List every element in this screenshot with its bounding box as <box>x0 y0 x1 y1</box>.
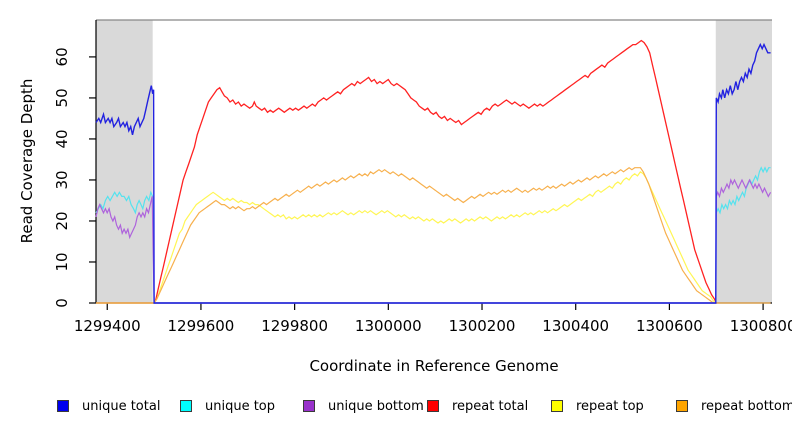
y-tick-label: 10 <box>53 252 71 271</box>
legend-item-repeat-bottom: repeat bottom <box>676 398 792 414</box>
legend-item-repeat-total: repeat total <box>427 398 528 414</box>
legend-label: unique bottom <box>328 398 424 414</box>
legend-swatch-icon <box>180 400 192 412</box>
x-tick-label: 1299400 <box>74 317 141 335</box>
legend-label: repeat total <box>452 398 529 414</box>
legend-swatch-icon <box>676 400 688 412</box>
series-line-repeat-total <box>96 39 717 304</box>
legend-label: unique top <box>205 398 276 414</box>
y-axis-title: Read Coverage Depth <box>18 78 36 244</box>
legend-label: unique total <box>82 398 161 414</box>
y-tick-label: 20 <box>53 211 71 230</box>
y-tick-label: 0 <box>53 298 71 308</box>
legend-swatch-icon <box>303 400 315 412</box>
y-tick-label: 60 <box>53 47 71 66</box>
legend-item-unique-total: unique total <box>57 398 160 414</box>
legend-swatch-icon <box>427 400 439 412</box>
x-tick-label: 1300200 <box>449 317 516 335</box>
x-tick-label: 1300600 <box>636 317 703 335</box>
series-line-unique-total <box>95 42 771 304</box>
x-tick-label: 1299600 <box>168 317 235 335</box>
legend-label: repeat top <box>576 398 644 414</box>
legend-item-unique-top: unique top <box>180 398 275 414</box>
legend-item-unique-bottom: unique bottom <box>303 398 424 414</box>
y-tick-label: 50 <box>53 88 71 107</box>
x-tick-label: 1299800 <box>261 317 328 335</box>
legend-label: repeat bottom <box>701 398 792 414</box>
legend-item-repeat-top: repeat top <box>551 398 644 414</box>
series-line-repeat-top <box>96 170 717 304</box>
legend-swatch-icon <box>551 400 563 412</box>
shaded-region-0 <box>96 20 153 303</box>
x-axis-title: Coordinate in Reference Genome <box>309 357 559 375</box>
x-tick-label: 1300000 <box>355 317 422 335</box>
x-tick-label: 1300800 <box>730 317 792 335</box>
x-tick-label: 1300400 <box>542 317 609 335</box>
shaded-region-1 <box>715 20 772 303</box>
series-line-repeat-bottom <box>96 166 771 304</box>
series-line-unique-top <box>95 166 771 304</box>
legend-swatch-icon <box>57 400 69 412</box>
coverage-chart: 0 10 20 30 40 50 60 1299400 1299600 1299800 130000… <box>53 19 792 335</box>
legend: unique total unique top unique bottom repea… <box>0 398 792 418</box>
y-tick-label: 30 <box>53 170 71 189</box>
y-tick-label: 40 <box>53 129 71 148</box>
